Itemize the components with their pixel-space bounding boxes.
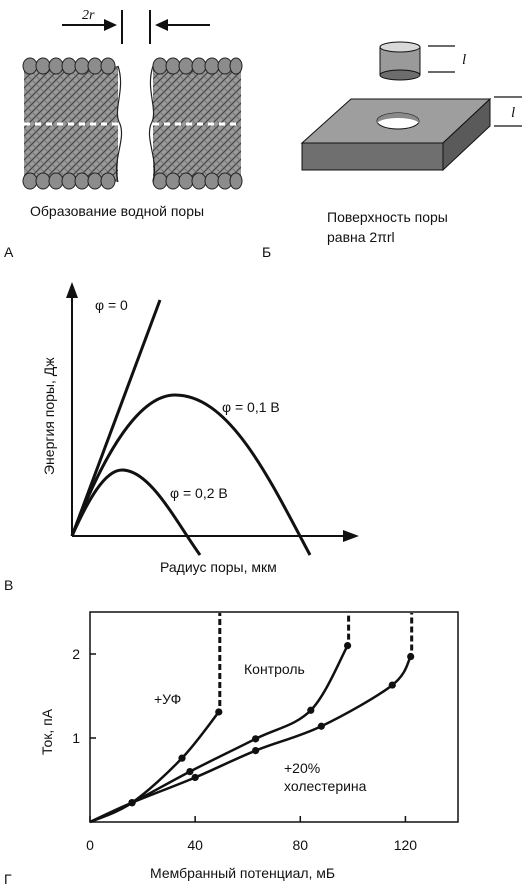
series-cholesterol-point: [191, 773, 199, 782]
label-phi-0-1: φ = 0,1 В: [222, 399, 280, 415]
series-control-point: [252, 735, 260, 743]
panel-b-letter: Б: [262, 244, 271, 260]
plot-frame: [89, 611, 459, 823]
current-axis-label: Ток, пА: [39, 708, 55, 755]
series-uv-point: [215, 708, 223, 716]
membrane-slab: [300, 97, 492, 172]
curve-phi-0-1: [70, 393, 312, 556]
label-phi-0-2: φ = 0,2 В: [170, 485, 228, 501]
pore-diameter-label: 2r: [82, 8, 95, 23]
series-label-control: Контроль: [244, 661, 305, 677]
x-tick-label: 80: [292, 837, 308, 853]
series-cholesterol-point: [128, 799, 136, 807]
right-bilayer: [148, 57, 243, 190]
series-cholesterol-point: [252, 747, 260, 755]
curve-phi-0-2: [70, 468, 202, 556]
panel-a-caption: Образование водной поры: [30, 203, 204, 219]
panel-a-membrane-pore: 2r: [4, 8, 243, 260]
cylinder-height-label: l: [462, 52, 466, 68]
y-tick-label: 2: [72, 646, 80, 662]
panel-d-current-chart: 0 40 80 120 1 2 +УФ Контроль +20% холестерина…: [4, 611, 459, 887]
left-bilayer: [22, 57, 123, 190]
x-tick-label: 0: [86, 837, 94, 853]
potential-axis-label: Мембранный потенциал, мБ: [150, 865, 335, 881]
label-phi-0: φ = 0: [95, 297, 128, 313]
x-tick-label: 120: [394, 837, 418, 853]
y-tick-label: 1: [72, 730, 80, 746]
radius-axis-label: Радиус поры, мкм: [160, 559, 277, 575]
series-cholesterol-point: [388, 681, 396, 689]
panel-b-caption-line1: Поверхность поры: [327, 209, 448, 225]
series-label-uv: +УФ: [154, 691, 181, 707]
series-control-point: [186, 768, 194, 776]
panel-d-letter: Г: [4, 871, 12, 887]
panel-c-energy-chart: φ = 0 φ = 0,1 В φ = 0,2 В Энергия поры, …: [4, 282, 359, 593]
energy-axis-label: Энергия поры, Дж: [41, 357, 57, 475]
x-tick-label: 40: [187, 837, 203, 853]
series-cholesterol-point: [317, 722, 325, 730]
series-points: [128, 642, 415, 807]
slab-thickness-label: l: [511, 105, 515, 121]
series-label-chol-2: холестерина: [284, 778, 367, 794]
panel-b-caption-line2: равна 2πrl: [327, 229, 395, 245]
axis-ticks: 0 40 80 120 1 2: [72, 646, 417, 853]
series-cholesterol-point: [407, 652, 415, 661]
series-control-point: [344, 642, 352, 650]
panel-c-letter: В: [4, 577, 13, 593]
panel-b-pore-surface: l l Поверхность поры равна 2πrl Б: [262, 41, 522, 260]
series-control-line: [89, 644, 349, 824]
pore-cylinder: [379, 41, 421, 81]
panel-a-letter: А: [4, 244, 14, 260]
series-control-point: [307, 706, 315, 714]
series-uv-point: [178, 754, 186, 762]
series-label-chol-1: +20%: [284, 760, 320, 776]
